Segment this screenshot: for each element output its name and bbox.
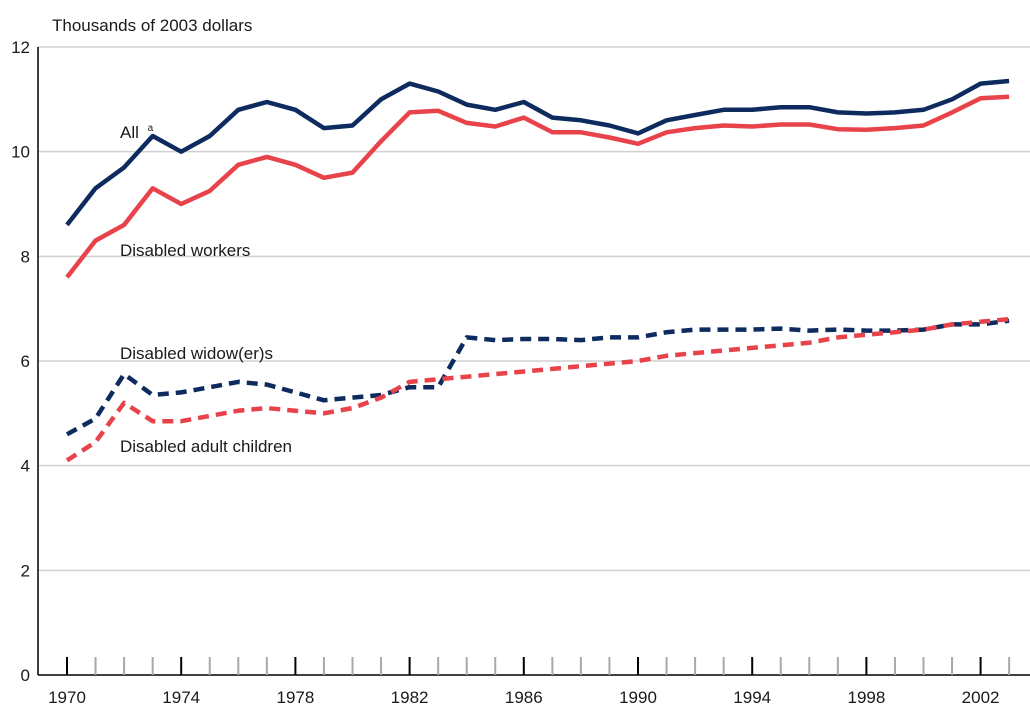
- x-tick-label: 1970: [48, 688, 86, 707]
- series-line-1: [65, 94, 1010, 279]
- x-tick-label: 1994: [733, 688, 771, 707]
- x-tick-label: 1998: [847, 688, 885, 707]
- y-axis-title: Thousands of 2003 dollars: [52, 16, 252, 35]
- x-ticks: 1970 1974 1978 1982 1986 1990 1994 1998 2002: [48, 657, 1011, 707]
- y-tick-label: 6: [21, 352, 30, 371]
- y-tick-label: 0: [21, 666, 30, 685]
- x-tick-label: 1978: [276, 688, 314, 707]
- gridlines: [38, 46, 1030, 572]
- series-line-3: [65, 316, 1010, 463]
- y-tick-label: 8: [21, 247, 30, 266]
- series-labels: All a Disabled workers Disabled widow(er…: [120, 123, 292, 456]
- y-tick-label: 4: [21, 457, 30, 476]
- x-tick-label: 1986: [505, 688, 543, 707]
- series-label-disabled-workers: Disabled workers: [120, 241, 250, 260]
- y-tick-label: 2: [21, 561, 30, 580]
- y-tick-label: 12: [11, 38, 30, 57]
- x-tick-label: 1982: [391, 688, 429, 707]
- series-lines: [65, 78, 1010, 463]
- x-tick-label: 1990: [619, 688, 657, 707]
- x-tick-label: 2002: [962, 688, 1000, 707]
- y-tick-label: 10: [11, 143, 30, 162]
- series-label-disabled-widowers: Disabled widow(er)s: [120, 344, 273, 363]
- series-label-disabled-adult-children: Disabled adult children: [120, 437, 292, 456]
- x-tick-label: 1974: [162, 688, 200, 707]
- series-line-2: [65, 318, 1010, 437]
- series-label-all-superscript: a: [148, 123, 154, 134]
- series-line-0: [65, 78, 1010, 227]
- series-label-all-text: All: [120, 123, 139, 142]
- y-tick-labels: 0 2 4 6 8 10 12: [11, 38, 30, 685]
- series-label-all: All a: [120, 123, 154, 142]
